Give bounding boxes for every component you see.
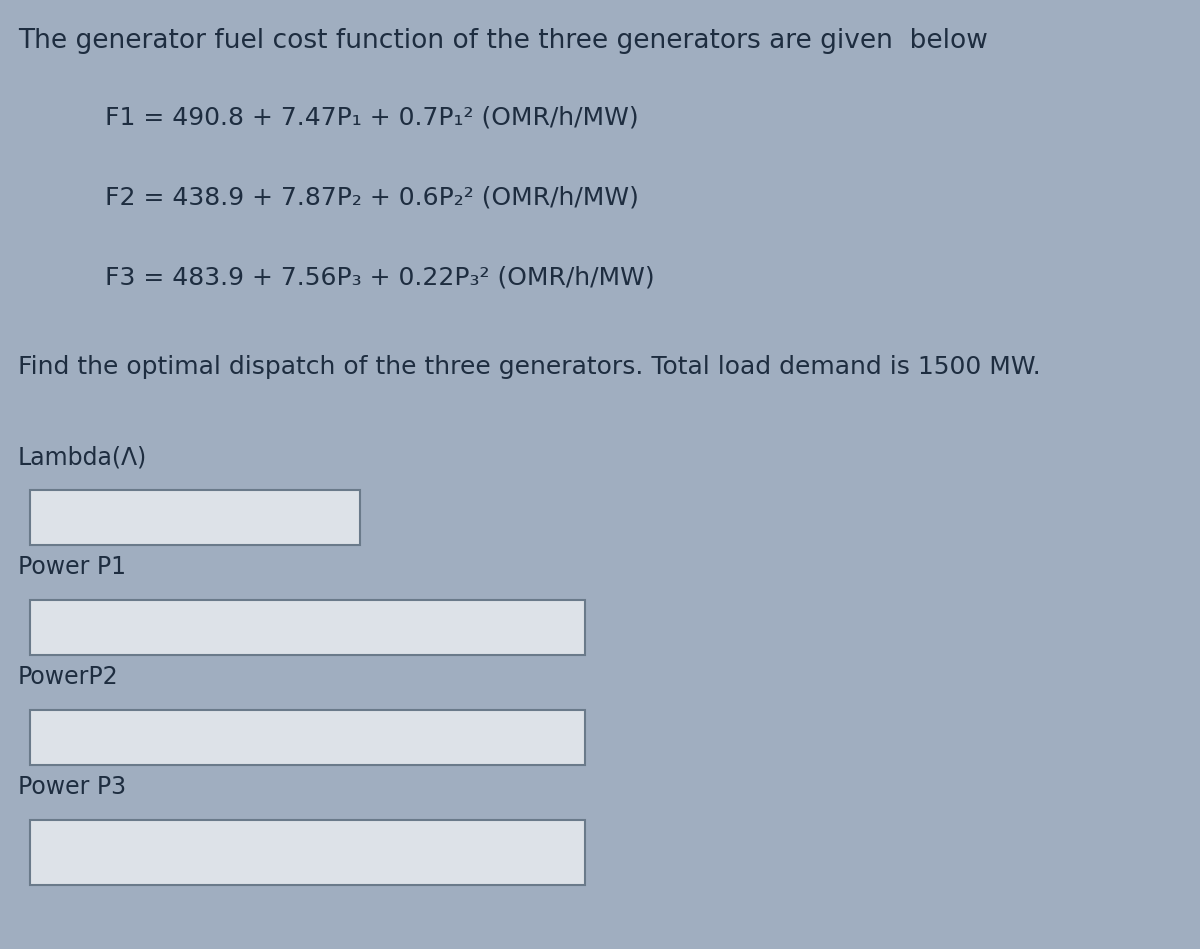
Text: F3 = 483.9 + 7.56P₃ + 0.22P₃² (OMR/h/MW): F3 = 483.9 + 7.56P₃ + 0.22P₃² (OMR/h/MW) [106, 265, 655, 289]
FancyBboxPatch shape [30, 600, 586, 655]
FancyBboxPatch shape [30, 490, 360, 545]
Text: Power P1: Power P1 [18, 555, 126, 579]
FancyBboxPatch shape [30, 710, 586, 765]
Text: F1 = 490.8 + 7.47P₁ + 0.7P₁² (OMR/h/MW): F1 = 490.8 + 7.47P₁ + 0.7P₁² (OMR/h/MW) [106, 105, 638, 129]
Text: PowerP2: PowerP2 [18, 665, 119, 689]
Text: Lambda(Λ): Lambda(Λ) [18, 445, 148, 469]
FancyBboxPatch shape [30, 820, 586, 885]
Text: Find the optimal dispatch of the three generators. Total load demand is 1500 MW.: Find the optimal dispatch of the three g… [18, 355, 1040, 379]
Text: The generator fuel cost function of the three generators are given  below: The generator fuel cost function of the … [18, 28, 988, 54]
Text: F2 = 438.9 + 7.87P₂ + 0.6P₂² (OMR/h/MW): F2 = 438.9 + 7.87P₂ + 0.6P₂² (OMR/h/MW) [106, 185, 638, 209]
Text: Power P3: Power P3 [18, 775, 126, 799]
